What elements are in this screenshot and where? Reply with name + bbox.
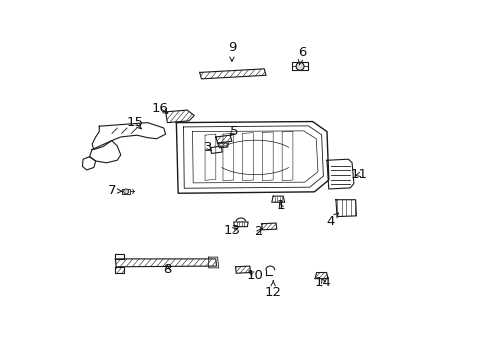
Text: 3: 3: [204, 141, 212, 154]
Polygon shape: [235, 266, 250, 273]
Polygon shape: [335, 200, 356, 217]
Text: 12: 12: [264, 281, 281, 300]
Circle shape: [123, 189, 128, 194]
Text: 7: 7: [107, 184, 122, 197]
Polygon shape: [217, 143, 228, 148]
Text: 2: 2: [254, 225, 263, 238]
Polygon shape: [82, 157, 96, 170]
Polygon shape: [314, 273, 327, 279]
Polygon shape: [115, 253, 124, 259]
Polygon shape: [192, 131, 317, 183]
Polygon shape: [271, 196, 284, 202]
Polygon shape: [115, 267, 124, 273]
Polygon shape: [208, 257, 218, 268]
Text: 13: 13: [223, 224, 240, 237]
Polygon shape: [183, 126, 323, 188]
Text: 1: 1: [276, 199, 284, 212]
Polygon shape: [210, 146, 222, 153]
Text: 16: 16: [151, 102, 168, 115]
Text: 10: 10: [246, 269, 263, 282]
Text: 11: 11: [350, 168, 367, 181]
Text: 4: 4: [325, 213, 338, 228]
Text: 14: 14: [314, 276, 331, 289]
Text: 6: 6: [297, 46, 305, 65]
Polygon shape: [215, 135, 231, 143]
Text: 8: 8: [163, 263, 171, 276]
Polygon shape: [326, 159, 353, 189]
Polygon shape: [233, 222, 247, 226]
Text: 15: 15: [126, 116, 143, 129]
Polygon shape: [165, 110, 194, 123]
Circle shape: [296, 62, 304, 70]
Polygon shape: [122, 189, 130, 194]
Polygon shape: [92, 123, 165, 149]
Polygon shape: [261, 223, 276, 230]
Polygon shape: [176, 122, 328, 193]
Polygon shape: [199, 69, 265, 79]
Text: 5: 5: [229, 125, 238, 138]
Polygon shape: [292, 62, 307, 70]
Polygon shape: [89, 140, 121, 163]
Polygon shape: [115, 259, 216, 267]
Text: 9: 9: [227, 41, 236, 62]
